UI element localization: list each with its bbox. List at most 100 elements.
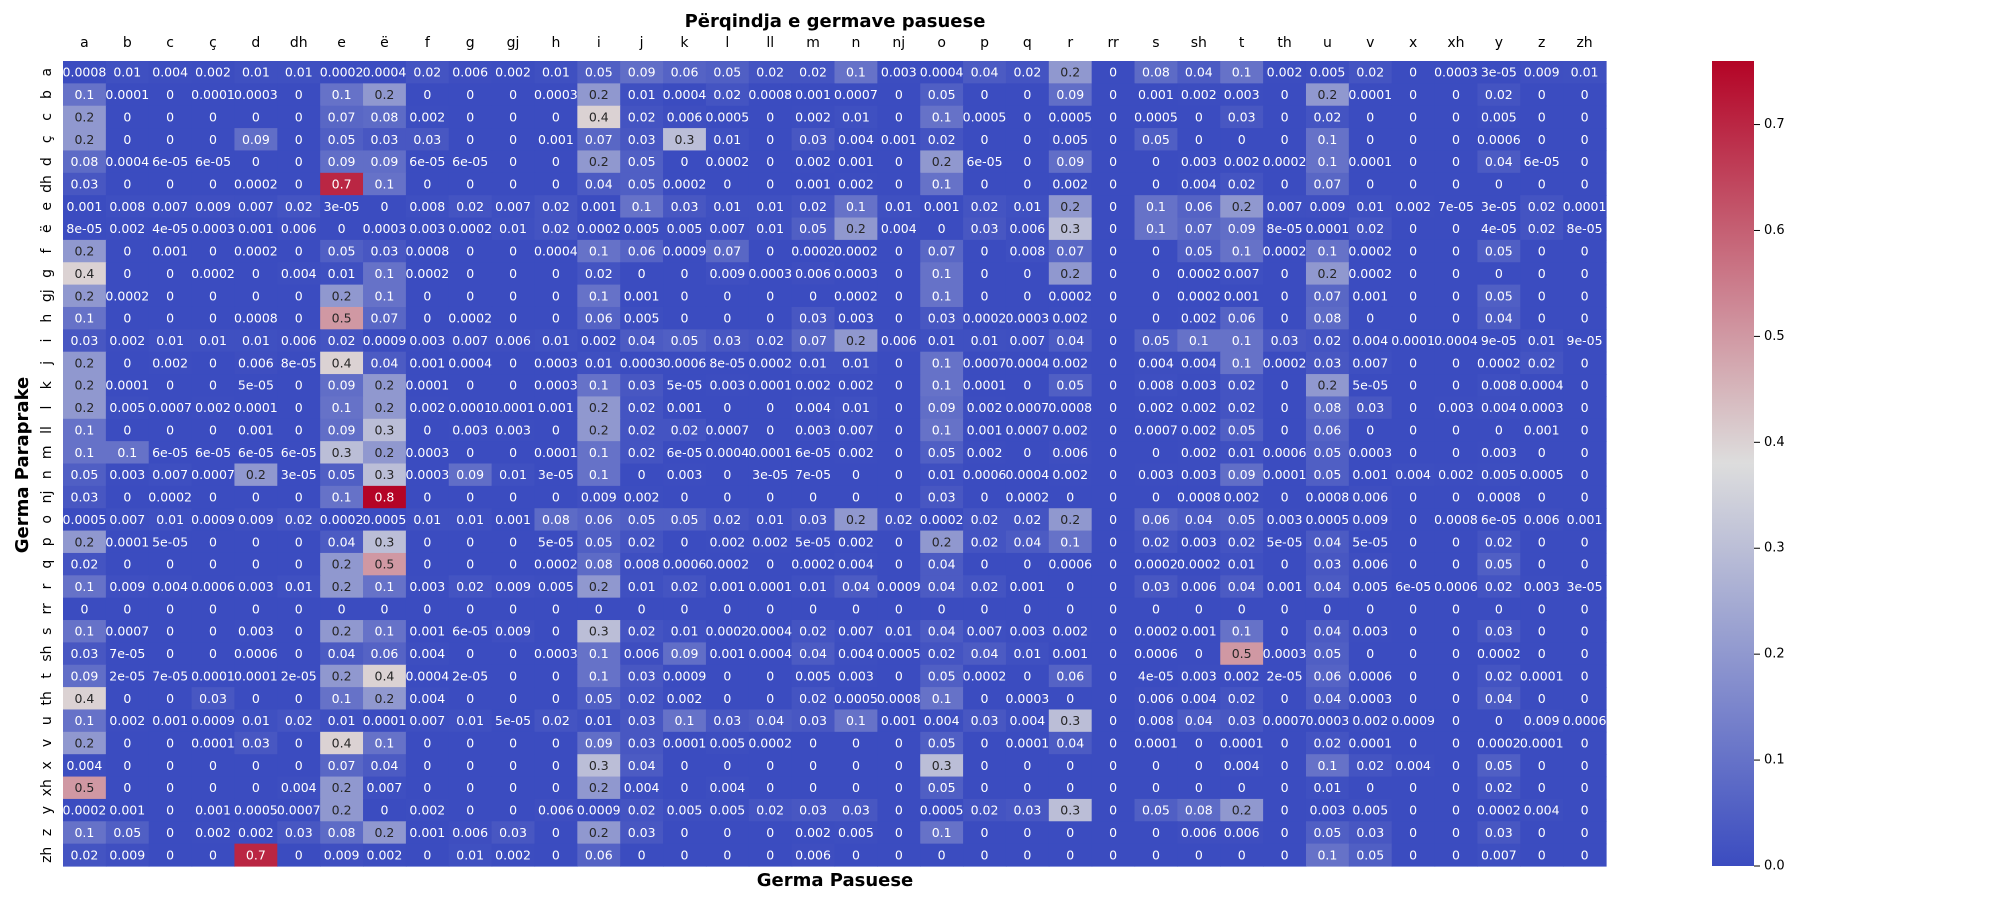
heatmap-cell — [963, 172, 1007, 196]
cell-value-label: 0.09 — [1056, 154, 1084, 169]
cell-value-label: 0 — [509, 780, 517, 795]
heatmap-cell — [791, 217, 836, 241]
cell-value-label: 0 — [423, 557, 431, 572]
cell-value-label: 0 — [895, 422, 903, 437]
cell-value-label: 0.01 — [542, 333, 570, 348]
heatmap-cell — [1263, 105, 1307, 129]
cell-value-label: 0 — [1452, 668, 1460, 683]
cell-value-label: 0.007 — [1009, 333, 1045, 348]
cell-value-label: 0.0002 — [748, 736, 792, 751]
cell-value-label: 0.008 — [1481, 378, 1517, 393]
heatmap-cell — [277, 128, 321, 152]
cell-value-label: 0.0001 — [234, 668, 278, 683]
cell-value-label: 0 — [895, 803, 903, 818]
heatmap-cell — [491, 217, 536, 241]
cell-value-label: 0 — [1538, 132, 1546, 147]
cell-value-label: 0.1 — [1232, 333, 1252, 348]
heatmap-cell — [63, 150, 107, 174]
cell-value-label: 0.0001 — [105, 378, 149, 393]
heatmap-cell — [277, 217, 321, 241]
cell-value-label: 0.03 — [713, 333, 741, 348]
cell-value-label: 0.1 — [632, 199, 652, 214]
cell-value-label: 0 — [1109, 780, 1117, 795]
cell-value-label: 0 — [1409, 624, 1417, 639]
cell-value-label: 0.008 — [624, 557, 660, 572]
cell-value-label: 0 — [1538, 176, 1546, 191]
cell-value-label: 0.0001 — [1306, 221, 1350, 236]
cell-value-label: 0.2 — [1317, 87, 1337, 102]
cell-value-label: 0.03 — [971, 713, 999, 728]
cell-value-label: 0 — [1581, 847, 1589, 862]
x-tick-label: u — [1323, 35, 1332, 51]
cell-value-label: 0.003 — [452, 422, 488, 437]
heatmap-cell — [234, 195, 278, 219]
cell-value-label: 0 — [552, 758, 560, 773]
cell-value-label: 0.002 — [1052, 176, 1088, 191]
heatmap-cell — [1434, 61, 1479, 84]
cell-value-label: 0.02 — [1013, 512, 1041, 527]
cell-value-label: 0 — [509, 311, 517, 326]
cell-value-label: 0 — [723, 847, 731, 862]
heatmap-cell — [534, 61, 578, 84]
cell-value-label: 0.02 — [285, 199, 313, 214]
cell-value-label: 0.001 — [495, 512, 531, 527]
cell-value-label: 0 — [1581, 132, 1589, 147]
heatmap-cell — [234, 128, 278, 152]
cell-value-label: 0.0003 — [405, 467, 449, 482]
cell-value-label: 0 — [1281, 176, 1289, 191]
heatmap-cell — [705, 150, 750, 174]
chart-title: Përqindja e germave pasuese — [685, 11, 986, 32]
cell-value-label: 0.08 — [542, 512, 570, 527]
cell-value-label: 0.01 — [542, 65, 570, 80]
cell-value-label: 0.1 — [332, 691, 352, 706]
heatmap-cell — [1048, 284, 1093, 308]
cell-value-label: 0.0002 — [320, 65, 364, 80]
heatmap-cell — [1305, 239, 1350, 263]
cell-value-label: 0 — [423, 736, 431, 751]
cell-value-label: 0.0008 — [877, 691, 921, 706]
cell-value-label: 0 — [638, 847, 646, 862]
y-tick-label: u — [39, 716, 55, 725]
cell-value-label: 0.05 — [585, 65, 613, 80]
cell-value-label: 0 — [166, 109, 174, 124]
cell-value-label: 0 — [1452, 601, 1460, 616]
cell-value-label: 0 — [509, 557, 517, 572]
cell-value-label: 0 — [166, 87, 174, 102]
cell-value-label: 0.1 — [932, 109, 952, 124]
cell-value-label: 0.005 — [667, 221, 703, 236]
cell-value-label: 0.1 — [589, 467, 609, 482]
cell-value-label: 0.0002 — [920, 512, 964, 527]
cell-value-label: 0 — [209, 288, 217, 303]
cell-value-label: 0.0006 — [191, 579, 235, 594]
cell-value-label: 0.01 — [242, 65, 270, 80]
cell-value-label: 0.02 — [671, 422, 699, 437]
cell-value-label: 0.001 — [67, 199, 103, 214]
cell-value-label: 0 — [166, 780, 174, 795]
cell-value-label: 0.09 — [928, 400, 956, 415]
cell-value-label: 0 — [1452, 266, 1460, 281]
cell-value-label: 0.0001 — [963, 378, 1007, 393]
cell-value-label: 0.1 — [332, 87, 352, 102]
cell-value-label: 0.1 — [675, 713, 695, 728]
cell-value-label: 0.008 — [109, 199, 145, 214]
heatmap-cell — [834, 83, 878, 107]
colorbar-tick-label: 0.1 — [1764, 753, 1785, 768]
heatmap-cell — [277, 150, 321, 174]
heatmap-cell — [148, 262, 193, 286]
cell-value-label: 0.04 — [1313, 691, 1341, 706]
cell-value-label: 0 — [466, 266, 474, 281]
cell-value-label: 0.0001 — [1391, 333, 1435, 348]
cell-value-label: 0.07 — [328, 109, 356, 124]
cell-value-label: 0 — [1152, 154, 1160, 169]
cell-value-label: 0.002 — [1224, 154, 1260, 169]
heatmap-cell — [1305, 172, 1350, 196]
cell-value-label: 0.2 — [375, 445, 395, 460]
cell-value-label: 5e-05 — [1352, 534, 1388, 549]
cell-value-label: 0 — [809, 490, 817, 505]
heatmap-cell — [1048, 128, 1093, 152]
heatmap-cell — [748, 262, 793, 286]
cell-value-label: 0.002 — [1052, 467, 1088, 482]
y-tick-label: b — [39, 90, 55, 99]
cell-value-label: 0.0001 — [105, 534, 149, 549]
cell-value-label: 0.3 — [375, 534, 395, 549]
